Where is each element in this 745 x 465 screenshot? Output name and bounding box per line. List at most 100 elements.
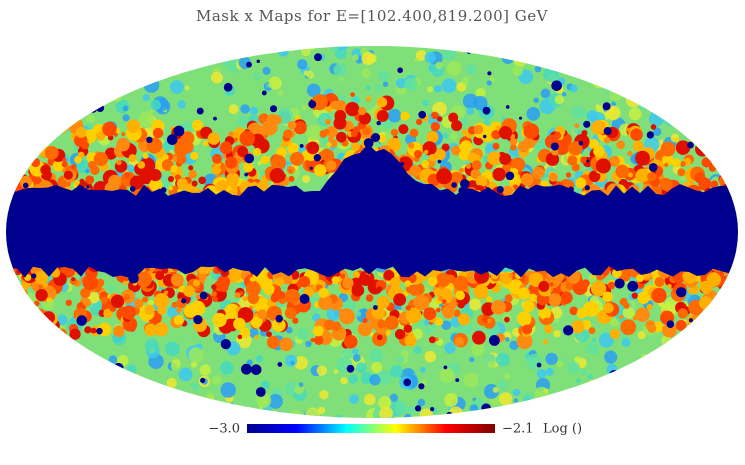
map-texture — [107, 285, 114, 292]
map-texture — [275, 314, 283, 323]
map-texture — [736, 313, 738, 326]
map-texture — [707, 129, 723, 144]
map-texture — [116, 137, 130, 152]
map-texture — [707, 46, 721, 57]
map-texture — [120, 374, 135, 389]
map-texture — [60, 127, 68, 134]
map-texture — [75, 127, 87, 138]
map-texture — [586, 159, 590, 163]
map-texture — [733, 328, 738, 342]
map-texture — [596, 46, 612, 52]
map-texture — [65, 299, 72, 306]
map-texture — [435, 36, 444, 45]
map-texture — [602, 291, 613, 302]
map-texture — [486, 296, 493, 303]
map-texture — [220, 382, 236, 398]
sky-map — [6, 36, 738, 418]
map-texture — [593, 410, 603, 418]
map-texture — [502, 185, 513, 197]
map-texture — [676, 287, 687, 298]
map-texture — [487, 71, 492, 76]
map-texture — [66, 401, 78, 413]
map-texture — [430, 121, 440, 132]
map-texture — [223, 82, 233, 92]
map-texture — [721, 125, 732, 136]
map-texture — [716, 134, 724, 141]
map-texture — [699, 296, 713, 310]
map-texture — [147, 411, 159, 418]
map-texture — [563, 325, 574, 336]
map-texture — [317, 406, 326, 414]
map-texture — [543, 388, 549, 394]
map-texture — [415, 49, 427, 61]
map-texture — [437, 159, 442, 164]
map-texture — [540, 88, 551, 99]
map-texture — [8, 316, 25, 333]
map-texture — [687, 141, 694, 149]
map-texture — [379, 406, 393, 418]
map-texture — [707, 65, 714, 72]
map-texture — [603, 137, 611, 144]
map-texture — [706, 65, 720, 79]
map-texture — [731, 174, 736, 179]
map-texture — [30, 157, 41, 168]
map-texture — [61, 161, 68, 168]
map-texture — [27, 85, 31, 90]
map-texture — [700, 136, 711, 147]
map-texture — [6, 173, 9, 179]
map-texture — [176, 154, 187, 165]
map-texture — [731, 184, 738, 198]
map-texture — [631, 131, 638, 139]
map-texture — [119, 401, 134, 415]
map-texture — [186, 319, 194, 327]
map-texture — [137, 56, 151, 70]
map-texture — [469, 357, 475, 363]
map-texture — [555, 46, 564, 54]
map-texture — [166, 391, 180, 404]
map-texture — [602, 102, 611, 111]
map-texture — [232, 52, 238, 58]
map-texture — [76, 315, 87, 326]
map-texture — [735, 167, 738, 176]
map-texture — [700, 131, 709, 140]
map-texture — [100, 373, 107, 381]
map-texture — [167, 175, 175, 183]
map-texture — [632, 140, 644, 152]
map-texture — [612, 408, 625, 418]
colorbar — [247, 424, 495, 433]
map-texture — [137, 161, 146, 169]
map-texture — [14, 286, 28, 300]
map-texture — [253, 411, 266, 418]
map-texture — [475, 87, 486, 98]
map-texture — [655, 51, 667, 64]
map-texture — [143, 77, 160, 93]
map-texture — [672, 57, 682, 66]
map-texture — [45, 46, 55, 55]
map-texture — [11, 299, 17, 305]
map-texture — [12, 76, 24, 88]
map-texture — [21, 313, 29, 320]
map-texture — [586, 401, 593, 408]
map-texture — [348, 374, 359, 384]
map-texture — [28, 127, 35, 134]
map-texture — [6, 322, 10, 335]
map-texture — [20, 394, 30, 404]
map-texture — [43, 364, 59, 380]
map-texture — [405, 305, 412, 311]
map-texture — [96, 104, 105, 112]
map-texture — [441, 320, 452, 331]
map-texture — [650, 366, 659, 376]
map-texture — [221, 406, 228, 414]
map-texture — [594, 408, 601, 415]
map-texture — [404, 77, 418, 91]
map-texture — [123, 66, 131, 75]
map-texture — [10, 162, 22, 174]
map-texture — [698, 344, 711, 357]
map-texture — [122, 114, 130, 122]
map-texture — [635, 150, 651, 166]
map-texture — [58, 75, 71, 89]
map-texture — [307, 46, 317, 50]
map-texture — [499, 153, 512, 166]
map-texture — [675, 390, 684, 399]
map-texture — [705, 315, 719, 329]
